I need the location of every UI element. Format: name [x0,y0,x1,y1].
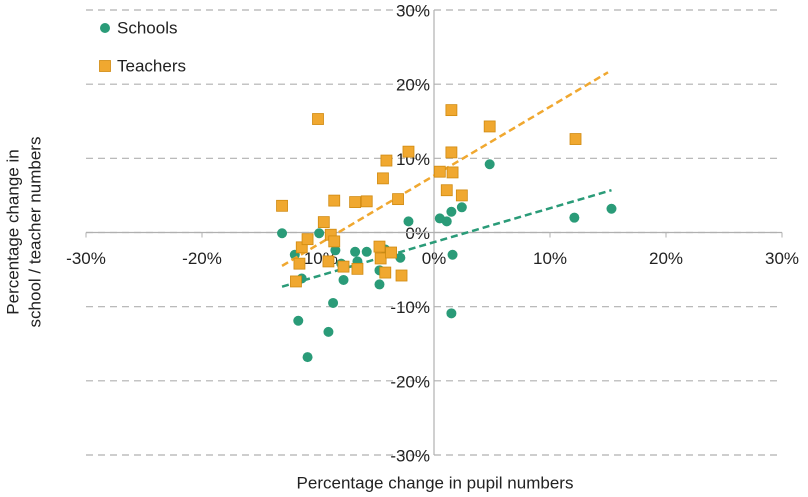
point [323,326,334,337]
y-axis-title: school / teacher numbers [25,137,44,328]
point [569,133,582,145]
point [349,196,362,208]
x-axis-title: Percentage change in pupil numbers [297,473,574,492]
point [361,246,372,257]
point [374,279,385,290]
point [446,308,457,319]
point [455,189,468,202]
point [403,216,414,227]
point [445,104,458,117]
x-tick-label: -30% [66,249,106,268]
y-tick-label: -30% [390,446,430,465]
y-tick-label: 0% [405,224,430,243]
trend-line [281,189,612,288]
x-tick-label: 30% [765,249,799,268]
point [440,184,453,197]
point [293,257,306,270]
point [392,193,404,206]
y-tick-label: -10% [390,298,430,317]
point [377,172,389,185]
point [379,266,392,279]
point [395,269,408,282]
point [373,240,386,253]
point [322,255,335,268]
x-tick-label: 0% [422,249,447,268]
y-axis-title: Percentage change in [3,149,22,314]
point [301,233,314,246]
point [312,113,324,125]
point [441,216,452,227]
x-tick-label: 20% [649,249,683,268]
point [447,249,458,260]
point [445,146,458,159]
x-tick-label: 10% [533,249,567,268]
point [293,315,304,326]
point [569,212,580,223]
point [328,235,341,248]
point [328,194,341,207]
point [337,260,350,273]
point [483,120,496,133]
legend-label: Schools [117,18,177,37]
point [380,154,393,167]
point [302,352,313,363]
point [290,275,302,288]
y-tick-label: 20% [396,76,430,95]
point [330,245,341,256]
point [360,195,373,208]
y-tick-label: -20% [390,372,430,391]
point [374,252,387,265]
point [433,165,446,178]
point [395,252,406,263]
point [338,274,349,285]
point [446,206,457,217]
point [484,159,495,170]
point [317,216,330,229]
point [385,246,397,259]
point [606,203,617,214]
point [276,199,288,212]
point [277,228,288,239]
point [456,202,467,213]
point [446,166,459,179]
point [350,246,361,257]
point [351,262,364,275]
point [328,297,339,308]
legend-marker [99,60,111,72]
point [314,228,325,239]
legend-label: Teachers [117,56,186,75]
legend-marker [100,23,110,33]
x-tick-label: -20% [182,249,222,268]
y-tick-label: 30% [396,1,430,20]
point [402,145,415,158]
